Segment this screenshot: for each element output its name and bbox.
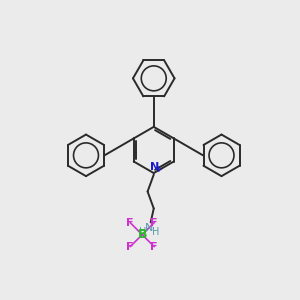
Text: F: F [127,242,134,252]
Text: F: F [150,218,158,228]
Text: N: N [145,223,153,233]
Text: N: N [150,162,159,172]
Text: B: B [137,228,147,241]
Text: F: F [150,242,158,252]
Text: +: + [155,165,163,174]
Text: H: H [139,227,146,237]
Text: F: F [127,218,134,228]
Text: H: H [152,227,160,237]
